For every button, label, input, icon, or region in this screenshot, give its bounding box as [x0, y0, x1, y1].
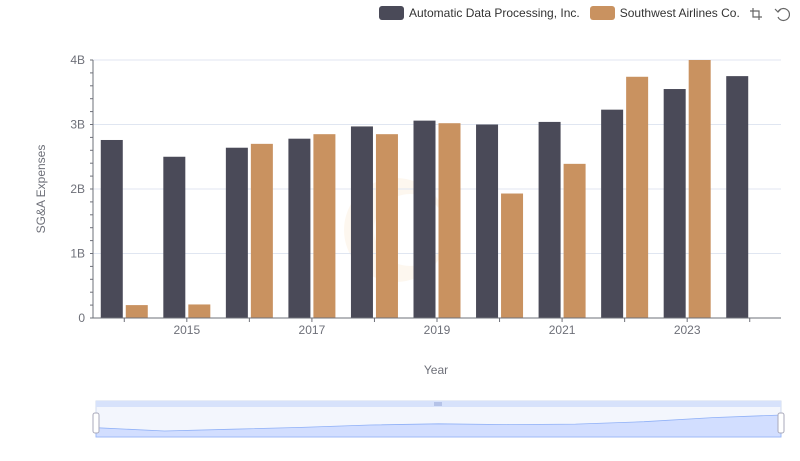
y-tick-label: 3B: [70, 118, 85, 132]
y-tick-label: 2B: [70, 182, 85, 196]
datazoom-right-handle[interactable]: [777, 412, 785, 434]
x-tick-label: 2019: [424, 323, 451, 337]
x-axis-title: Year: [424, 363, 448, 377]
x-tick-label: 2023: [674, 323, 701, 337]
legend-label-southwest: Southwest Airlines Co.: [619, 6, 740, 20]
bars: [100, 60, 749, 319]
bar-southwest-2016[interactable]: [250, 143, 273, 318]
legend-label-adp: Automatic Data Processing, Inc.: [409, 6, 580, 20]
bar-adp-2024[interactable]: [726, 76, 749, 318]
bar-adp-2021[interactable]: [538, 121, 561, 318]
legend-item-southwest[interactable]: Southwest Airlines Co.: [589, 6, 740, 20]
bar-adp-2015[interactable]: [163, 156, 186, 318]
y-axis-title: SG&A Expenses: [34, 145, 48, 234]
x-tick-label: 2021: [549, 323, 576, 337]
y-tick-label: 4B: [70, 53, 85, 67]
zoom-icon[interactable]: [748, 6, 764, 22]
bar-southwest-2021[interactable]: [563, 163, 586, 318]
axes: 0 1B 2B 3B 4B 2015 2017 2019 2021 2023: [70, 53, 781, 337]
legend: Automatic Data Processing, Inc. Southwes…: [379, 4, 750, 22]
bar-adp-2023[interactable]: [663, 89, 686, 319]
bar-southwest-2015[interactable]: [188, 304, 211, 318]
bar-southwest-2019[interactable]: [438, 123, 461, 319]
legend-item-adp[interactable]: Automatic Data Processing, Inc.: [379, 6, 580, 20]
bar-adp-2017[interactable]: [288, 138, 311, 318]
legend-swatch-adp: [379, 6, 404, 20]
bar-adp-2022[interactable]: [601, 109, 624, 318]
x-tick-label: 2017: [299, 323, 326, 337]
datazoom-left-handle[interactable]: [92, 412, 100, 434]
bar-adp-2018[interactable]: [350, 126, 373, 318]
x-tick-label: 2015: [173, 323, 200, 337]
bar-southwest-2014[interactable]: [125, 305, 148, 318]
bar-adp-2014[interactable]: [100, 139, 123, 318]
bar-adp-2019[interactable]: [413, 120, 436, 318]
y-tick-label: 0: [78, 311, 85, 325]
bar-adp-2020[interactable]: [476, 124, 499, 319]
restore-icon[interactable]: [774, 6, 790, 22]
datazoom-move-handle[interactable]: [434, 402, 442, 406]
legend-swatch-southwest: [589, 6, 615, 20]
datazoom-slider[interactable]: [92, 400, 785, 438]
bar-southwest-2017[interactable]: [313, 134, 336, 318]
y-tick-label: 1B: [70, 247, 85, 261]
datazoom-preview: [95, 414, 782, 438]
bar-southwest-2020[interactable]: [501, 193, 524, 318]
bar-adp-2016[interactable]: [225, 147, 248, 318]
bar-southwest-2022[interactable]: [626, 76, 649, 319]
bar-southwest-2023[interactable]: [688, 60, 711, 318]
bar-southwest-2018[interactable]: [375, 134, 398, 318]
